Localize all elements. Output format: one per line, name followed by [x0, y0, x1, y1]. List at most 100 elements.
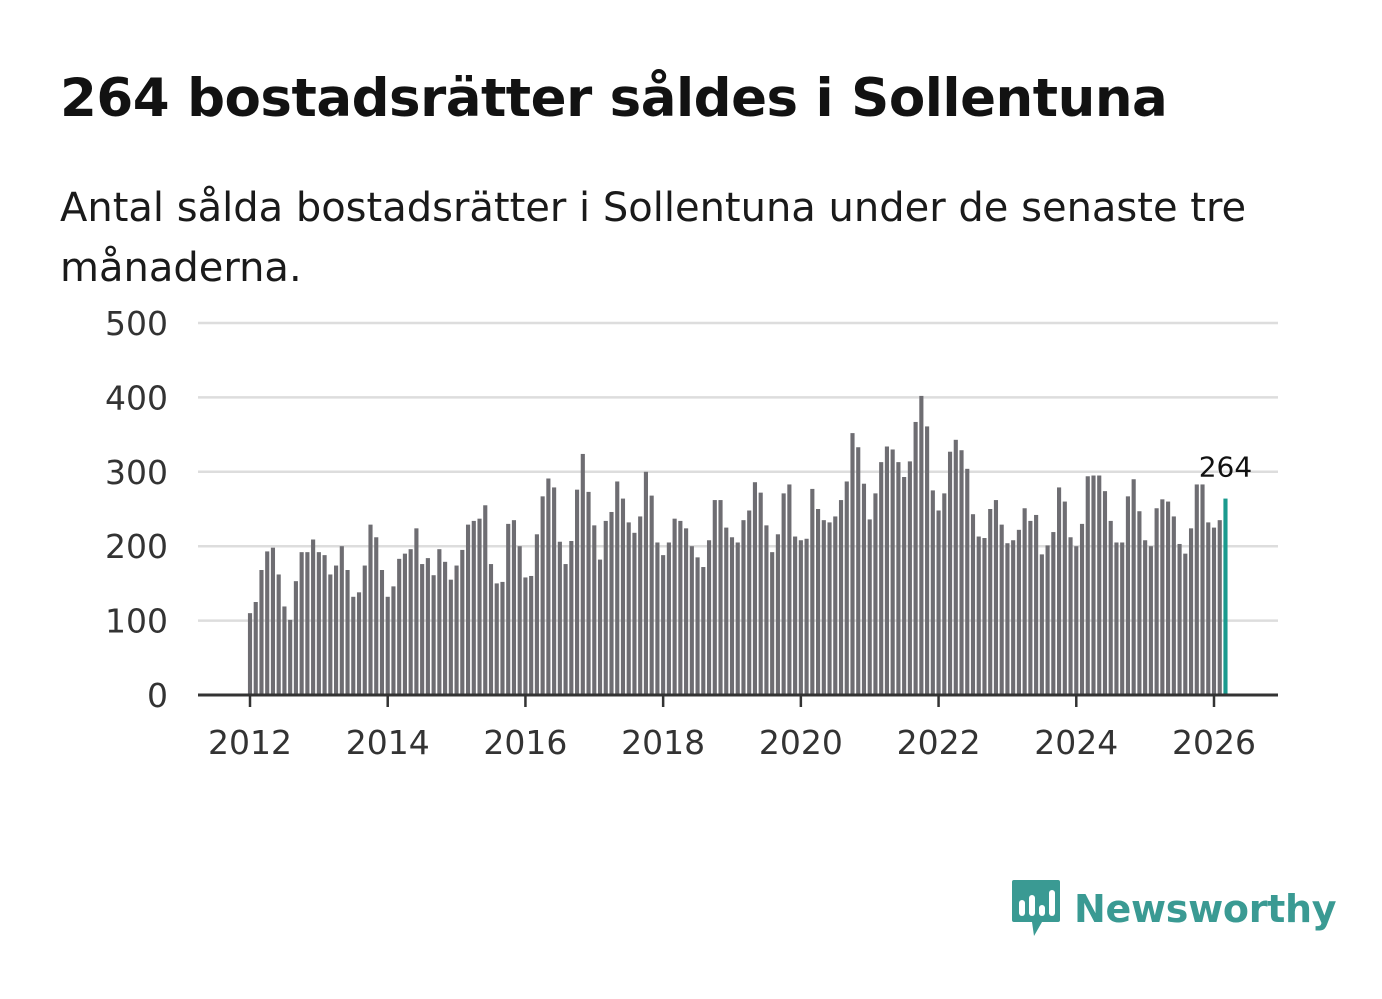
bar	[936, 510, 941, 695]
bar	[488, 564, 494, 695]
bar	[1154, 508, 1159, 695]
bar	[391, 586, 396, 695]
bar	[976, 536, 981, 695]
bar	[1011, 540, 1016, 695]
bar	[1166, 501, 1171, 695]
x-tick-label: 2014	[346, 723, 430, 762]
bar	[930, 490, 935, 695]
bar	[517, 546, 522, 695]
bar	[288, 619, 293, 695]
bar	[1045, 545, 1050, 695]
bar	[655, 542, 660, 695]
bar	[752, 482, 758, 695]
bar	[460, 549, 465, 695]
x-tick-label: 2026	[1172, 723, 1256, 762]
bar	[856, 447, 861, 695]
bar	[356, 592, 362, 695]
bar	[695, 557, 700, 695]
bar	[712, 500, 717, 695]
bar	[408, 549, 413, 695]
bar	[379, 570, 385, 695]
bar	[1051, 532, 1056, 695]
bar	[907, 461, 912, 695]
bar	[1114, 542, 1119, 695]
x-tick-label: 2020	[759, 723, 843, 762]
bar	[609, 511, 614, 695]
bar	[775, 534, 780, 695]
labels: 0 100 200 300 400 500 2012 2014 2016 2018 2020 2022…	[105, 304, 1256, 762]
bar	[764, 525, 769, 695]
bar	[597, 559, 603, 695]
bar	[397, 558, 402, 695]
bar	[1211, 527, 1217, 695]
bar	[425, 558, 430, 695]
bar	[345, 570, 350, 695]
bar	[339, 546, 344, 695]
y-tick-label: 0	[147, 676, 168, 715]
bar	[758, 492, 763, 695]
bar	[259, 570, 264, 695]
bar	[999, 524, 1004, 695]
bar	[1016, 529, 1021, 695]
bar	[735, 542, 740, 695]
bar	[1074, 546, 1079, 695]
bar	[718, 500, 723, 695]
bar	[385, 596, 390, 695]
newsworthy-logo[interactable]: Newsworthy	[1010, 878, 1337, 940]
bar	[970, 514, 976, 695]
bar	[844, 481, 849, 695]
bar	[982, 538, 987, 695]
bar	[1097, 475, 1102, 695]
bar	[816, 509, 821, 695]
bar	[965, 468, 970, 695]
bar	[465, 524, 471, 695]
bar	[1102, 491, 1108, 695]
bar	[729, 537, 735, 695]
bar	[706, 540, 712, 695]
bar	[798, 540, 803, 695]
x-tick-label: 2012	[208, 723, 292, 762]
bar	[1177, 543, 1182, 695]
bars	[247, 395, 1228, 695]
bar	[827, 522, 832, 695]
bar	[993, 500, 999, 695]
bar	[546, 478, 551, 695]
chart-title: 264 bostadsrätter såldes i Sollentuna	[60, 68, 1168, 129]
bar	[253, 602, 258, 695]
bar	[1057, 487, 1062, 695]
bar	[580, 453, 585, 695]
y-tick-label: 100	[105, 602, 168, 641]
bar	[1085, 476, 1090, 695]
bar	[1108, 520, 1113, 695]
bar	[247, 613, 253, 695]
bar	[494, 583, 499, 695]
bar	[947, 451, 953, 695]
bar	[741, 520, 746, 695]
bar	[925, 426, 930, 695]
bar	[902, 477, 907, 695]
bar	[569, 540, 574, 695]
bar	[540, 496, 545, 695]
bar	[414, 528, 419, 695]
bar	[603, 520, 608, 695]
y-tick-label: 500	[105, 304, 168, 343]
bar	[305, 552, 310, 695]
bar	[1143, 540, 1148, 695]
bar	[420, 564, 425, 695]
bar	[351, 596, 356, 695]
bar	[861, 483, 867, 695]
x-tick-label: 2024	[1034, 723, 1118, 762]
bar	[781, 493, 786, 695]
bar	[575, 489, 580, 695]
bar	[506, 523, 511, 695]
bar	[1148, 546, 1153, 695]
bar	[1120, 542, 1125, 695]
bar	[838, 500, 844, 695]
bar	[534, 534, 539, 695]
bar	[666, 542, 671, 695]
bar	[913, 421, 918, 695]
bar	[1160, 499, 1165, 695]
bar	[884, 446, 889, 695]
bar	[867, 519, 872, 695]
bar	[483, 505, 488, 695]
